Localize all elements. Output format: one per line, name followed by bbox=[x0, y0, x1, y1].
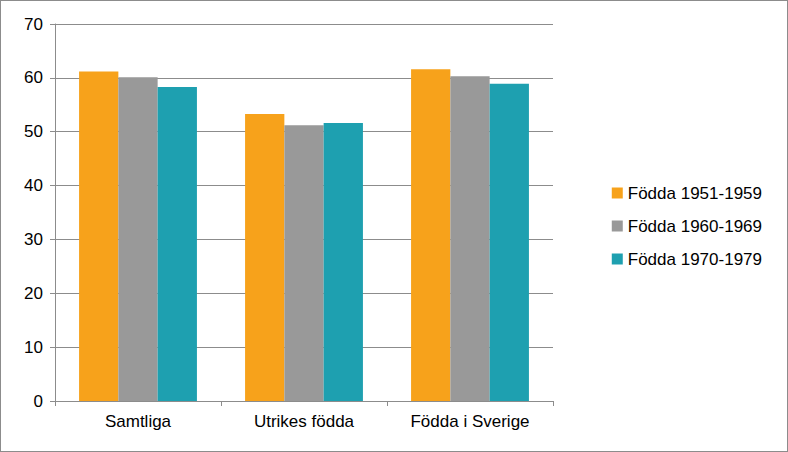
svg-text:40: 40 bbox=[24, 176, 43, 195]
svg-text:10: 10 bbox=[24, 338, 43, 357]
svg-text:Samtliga: Samtliga bbox=[105, 412, 172, 431]
svg-text:20: 20 bbox=[24, 284, 43, 303]
svg-text:Födda 1951-1959: Födda 1951-1959 bbox=[628, 184, 762, 203]
svg-text:70: 70 bbox=[24, 15, 43, 34]
svg-text:Födda 1960-1969: Födda 1960-1969 bbox=[628, 217, 762, 236]
svg-text:0: 0 bbox=[34, 392, 43, 411]
svg-text:50: 50 bbox=[24, 122, 43, 141]
svg-text:Utrikes födda: Utrikes födda bbox=[254, 412, 355, 431]
svg-text:Födda 1970-1979: Födda 1970-1979 bbox=[628, 250, 762, 269]
svg-text:30: 30 bbox=[24, 230, 43, 249]
svg-text:60: 60 bbox=[24, 68, 43, 87]
svg-text:Födda i Sverige: Födda i Sverige bbox=[410, 412, 529, 431]
